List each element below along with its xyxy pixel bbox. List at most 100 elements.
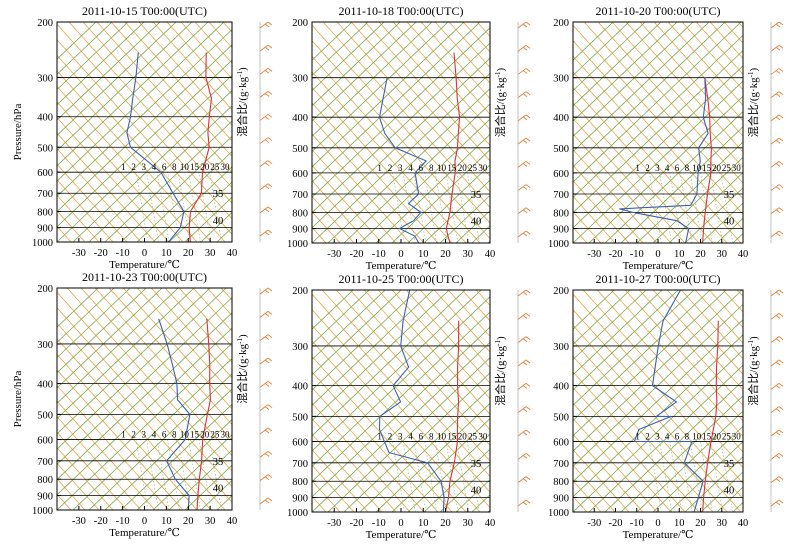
panels-layer: 2011-10-15 T00:00(UTC)200300400500600700… <box>12 4 800 541</box>
mixing-ratio-line <box>198 439 212 510</box>
wind-barb-staff <box>259 21 269 29</box>
wind-barb-flag <box>264 139 270 143</box>
wind-barb-icon <box>517 68 531 75</box>
wind-barb-flag <box>775 384 781 389</box>
isotherm-line <box>393 288 626 510</box>
dry-adiabat-line <box>68 22 232 204</box>
mixing-ratio-line <box>649 172 662 243</box>
isotherm-line <box>573 50 743 214</box>
y-tick-label: 400 <box>553 113 569 124</box>
y-tick-label: 300 <box>292 74 308 85</box>
label-part: /(g·kg <box>495 77 507 104</box>
mixing-ratio-label: 1 <box>635 432 640 442</box>
wind-barb-staff <box>259 44 269 52</box>
isotherm-line <box>312 22 401 107</box>
isotherm-line <box>505 288 738 510</box>
x-tick-label: 30 <box>717 518 728 529</box>
wind-barb-flag <box>778 406 784 411</box>
wind-barb-flag <box>775 186 781 190</box>
y-tick-label: 800 <box>553 477 569 488</box>
mixing-ratio-line <box>209 172 222 242</box>
isotherm-line <box>57 22 193 152</box>
wind-barb-flag <box>778 137 784 142</box>
mixing-ratio-line <box>679 441 693 512</box>
mixing-ratio-label: 30 <box>732 432 742 442</box>
x-axis-label: Temperature/℃ <box>623 260 694 272</box>
dry-adiabat-line <box>573 195 616 243</box>
wind-barb-flag <box>264 92 270 97</box>
wind-barb-flag <box>522 478 528 483</box>
x-tick-label: 20 <box>183 248 194 259</box>
wind-barb-flag <box>775 338 781 343</box>
mixing-ratio-line <box>659 172 672 243</box>
wind-barb-flag <box>522 209 528 214</box>
wind-barb-staff <box>259 90 269 98</box>
isotherm-line <box>184 464 232 510</box>
isotherm-label: 35 <box>724 190 735 201</box>
isotherm-line <box>573 290 663 376</box>
dry-adiabat-line <box>616 290 800 512</box>
isotherm-line <box>604 111 743 243</box>
isotherm-line <box>57 22 129 91</box>
x-tick-label: -20 <box>94 248 108 259</box>
isotherm-label: 40 <box>724 217 735 228</box>
dry-adiabat-line <box>321 290 490 478</box>
skewt-panel: 2011-10-23 T00:00(UTC)200300400500600700… <box>12 270 738 539</box>
x-tick-label: 10 <box>161 516 172 527</box>
x-tick-label: 0 <box>655 249 660 260</box>
wind-barb-icon <box>259 183 273 191</box>
y-tick-label: 800 <box>37 207 53 218</box>
y-axis-label: Pressure/hPa <box>12 370 24 427</box>
wind-barb-flag <box>522 162 528 167</box>
wind-barb-flag <box>525 476 531 481</box>
wind-barb-flag <box>775 232 781 237</box>
wind-barb-flag <box>522 232 528 237</box>
x-tick-label: 10 <box>418 518 429 529</box>
dry-adiabat-line <box>321 22 519 242</box>
dry-adiabat-line <box>597 22 743 184</box>
dry-adiabat-line <box>96 22 232 173</box>
wind-barb-staff <box>770 429 780 437</box>
wind-barb-staff <box>517 382 527 390</box>
x-tick-label: 20 <box>695 249 706 260</box>
x-tick-label: 30 <box>463 518 474 529</box>
dry-adiabat-line <box>312 402 411 512</box>
wind-barb-flag <box>267 67 273 72</box>
wind-barb-flag <box>775 454 781 459</box>
dry-adiabat-line <box>57 70 212 242</box>
wind-barb-icon <box>770 359 784 367</box>
wind-barb-flag <box>778 499 784 504</box>
dewpoint-profile <box>158 318 191 510</box>
dry-adiabat-line <box>84 290 284 512</box>
isotherm-line <box>568 290 800 512</box>
isotherm-line <box>573 22 694 137</box>
dry-adiabat-line <box>573 386 686 512</box>
isotherm-line <box>343 103 490 243</box>
dry-adiabat-line <box>82 22 232 189</box>
x-tick-label: 40 <box>485 249 496 260</box>
dry-adiabat-line <box>57 291 232 488</box>
mixing-ratio-line <box>689 172 703 243</box>
isotherm-label: 35 <box>213 457 224 468</box>
x-tick-label: 20 <box>440 518 451 529</box>
x-axis-label: Temperature/℃ <box>366 529 437 541</box>
isotherm-line <box>664 290 800 512</box>
x-tick-label: 10 <box>674 518 685 529</box>
x-tick-label: 30 <box>205 248 216 259</box>
wind-barb-icon <box>770 21 784 29</box>
y-tick-label: 1000 <box>32 238 53 249</box>
isotherm-line <box>327 357 490 512</box>
mixing-ratio-label: 30 <box>221 430 231 440</box>
panel-title: 2011-10-18 T00:00(UTC) <box>339 4 464 18</box>
wind-barb-icon <box>517 382 531 390</box>
wind-barb-staff <box>259 357 269 365</box>
mixing-ratio-label: 2 <box>388 163 393 173</box>
wind-barb-staff <box>259 287 269 295</box>
wind-barb-flag <box>525 68 531 72</box>
dry-adiabat-line <box>573 40 743 231</box>
x-tick-label: 10 <box>418 249 429 260</box>
dry-adiabat-line <box>57 132 156 242</box>
dry-adiabat-line <box>312 195 355 243</box>
mixing-ratio-line <box>177 172 191 242</box>
wind-barb-flag <box>775 291 781 296</box>
